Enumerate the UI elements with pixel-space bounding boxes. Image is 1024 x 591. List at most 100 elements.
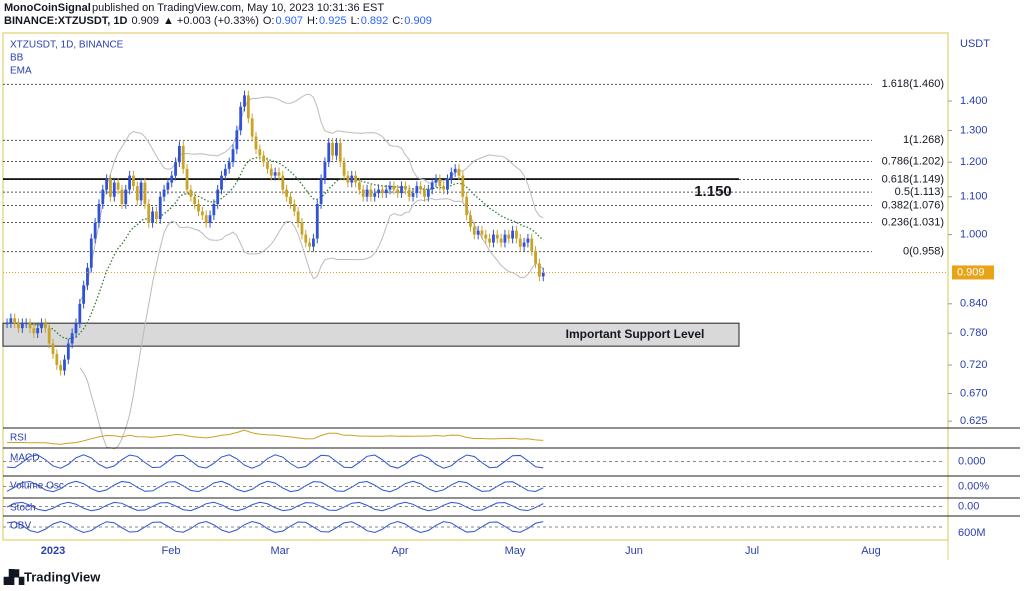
candle	[511, 230, 514, 239]
candle	[158, 196, 162, 220]
pane-line	[7, 454, 544, 469]
candle	[109, 179, 112, 197]
price-tick-label: 0.670	[960, 387, 988, 399]
candle	[300, 222, 304, 235]
candle	[89, 238, 93, 268]
candle	[246, 95, 250, 119]
price-tick-label: 1.400	[960, 95, 988, 107]
price-tick-label: 0.840	[960, 298, 988, 310]
candle	[449, 172, 453, 180]
candle	[24, 323, 28, 325]
candle	[296, 211, 300, 223]
time-label: May	[505, 545, 526, 557]
candle	[315, 204, 319, 239]
pane-axis: 0.00%	[958, 480, 989, 492]
price-tick-label: 1.100	[960, 191, 988, 203]
legend-symbol: XTZUSDT, 1D, BINANCE	[10, 40, 124, 51]
ohlc-val: 0.925	[319, 15, 347, 27]
candle	[239, 106, 243, 131]
pane-name: MACD	[10, 453, 39, 464]
price-tick-label: 0.720	[960, 359, 988, 371]
candle	[292, 204, 296, 212]
candle	[258, 149, 262, 156]
candle	[396, 189, 400, 194]
candle	[243, 95, 246, 107]
ohlc-key: L:	[351, 15, 360, 27]
candle	[423, 189, 426, 197]
pane-line	[6, 501, 544, 512]
candle	[541, 272, 545, 277]
candle	[400, 186, 403, 194]
candle	[32, 328, 36, 334]
candle	[277, 172, 281, 176]
fib-label: 1.618(1.460)	[882, 78, 944, 90]
candle	[530, 238, 534, 251]
support-zone	[2, 322, 740, 347]
candle	[469, 215, 472, 227]
candle	[177, 145, 181, 163]
pane-line	[7, 429, 544, 445]
fib-label: 0(0.958)	[903, 246, 944, 258]
pane-line	[6, 480, 544, 493]
fib-label: 0.5(1.113)	[895, 186, 944, 198]
candle	[308, 242, 312, 247]
candle	[488, 238, 492, 243]
last-price-box	[952, 265, 994, 280]
candle	[93, 222, 97, 239]
published: published on TradingView.com, May 10, 20…	[92, 2, 384, 14]
candle	[170, 175, 174, 183]
candle	[235, 130, 239, 150]
candle	[250, 118, 254, 137]
candle	[403, 186, 407, 190]
pane-name: OBV	[10, 521, 31, 532]
candle	[162, 189, 166, 197]
candle	[200, 211, 204, 216]
candle	[327, 142, 331, 163]
candle	[181, 145, 185, 169]
candle	[384, 189, 388, 194]
candle	[269, 168, 273, 176]
pane-name: RSI	[10, 433, 27, 444]
candle	[461, 175, 465, 197]
price-tick-label: 1.000	[960, 228, 988, 240]
candle	[430, 182, 434, 190]
candle	[155, 211, 158, 220]
candle	[434, 179, 438, 183]
ohlc-val: 0.907	[276, 15, 304, 27]
price-tick-label: 1.300	[960, 124, 988, 136]
candle	[457, 168, 461, 176]
candle	[13, 318, 17, 324]
candle	[197, 204, 200, 212]
candle	[262, 155, 266, 163]
candle	[266, 162, 269, 169]
candle	[151, 211, 154, 223]
candle	[166, 182, 170, 190]
last-price: 0.909	[131, 15, 159, 27]
candle	[193, 196, 197, 205]
candle	[254, 136, 258, 150]
candle	[204, 215, 208, 223]
candle	[9, 318, 13, 324]
candle	[480, 230, 484, 235]
candle	[223, 168, 227, 176]
candle	[185, 168, 189, 190]
candle	[503, 234, 507, 243]
candle	[538, 263, 541, 277]
candle	[472, 226, 476, 235]
candle	[358, 182, 361, 190]
candle	[515, 230, 518, 239]
candle	[231, 149, 235, 163]
ema	[6, 157, 544, 340]
candle	[361, 189, 365, 197]
candle	[518, 238, 522, 247]
ohlc-val: 0.892	[361, 15, 389, 27]
fib-label: 0.618(1.149)	[882, 173, 944, 185]
candle	[407, 189, 411, 197]
support-label: Important Support Level	[566, 327, 705, 341]
footer-logo: ▟▚	[3, 568, 25, 585]
candle	[135, 186, 139, 201]
candle	[335, 142, 338, 156]
ohlc-key: H:	[307, 15, 318, 27]
candle	[369, 189, 373, 197]
candle	[495, 234, 499, 239]
